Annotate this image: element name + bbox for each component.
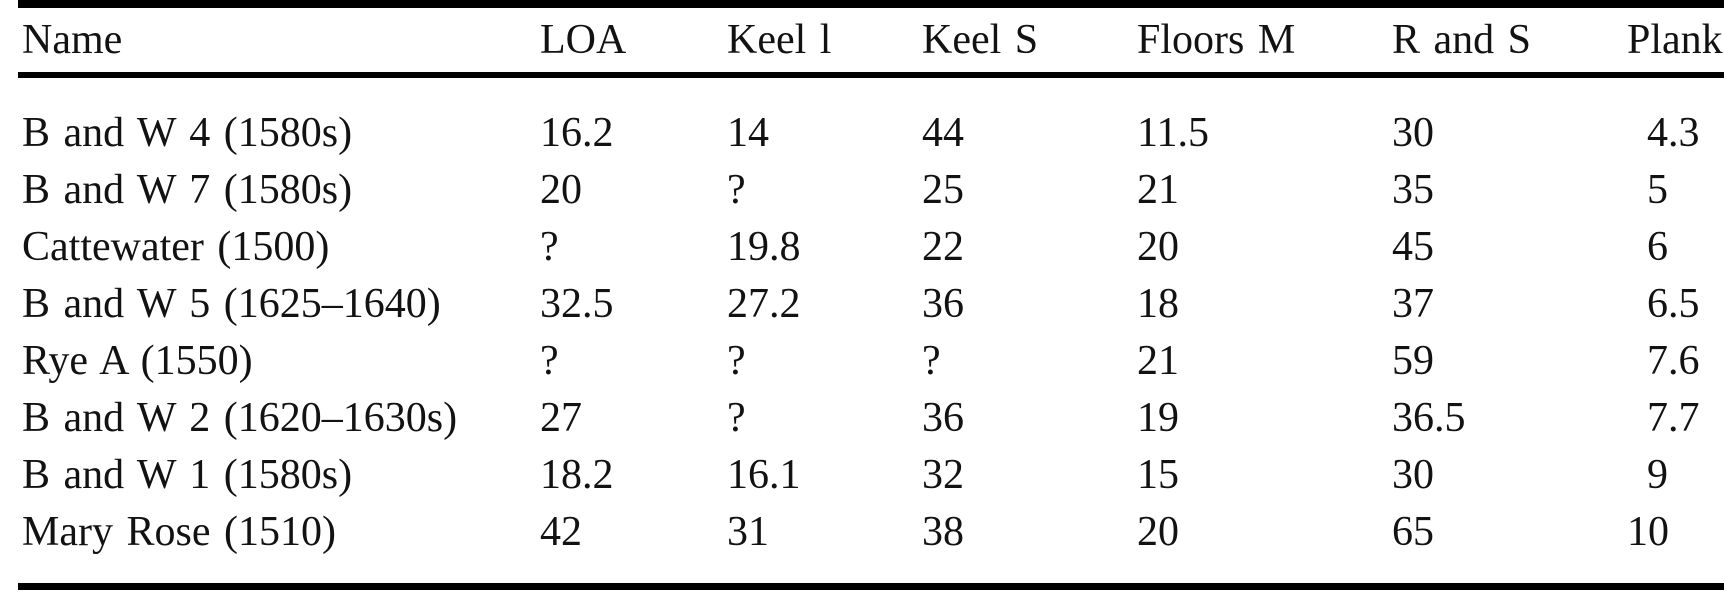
frac-part: .7 xyxy=(1668,395,1700,441)
cell-loa: ? xyxy=(540,338,559,384)
table-row: B and W 7 (1580s) 20 ? 25 21 35 5 xyxy=(22,162,1724,219)
cell-name: B and W 5 (1625–1640) xyxy=(22,281,441,327)
cell-name: B and W 1 (1580s) xyxy=(22,452,353,498)
cell-loa: 27 xyxy=(540,395,582,441)
cell-r-and-s: 37 xyxy=(1392,281,1434,327)
cell-planks: 6.5 xyxy=(1627,276,1724,333)
cell-floors-m: 20 xyxy=(1137,224,1179,270)
column-header-r-and-s: R and S xyxy=(1392,17,1532,63)
cell-r-and-s: 30 xyxy=(1392,110,1434,156)
cell-loa: ? xyxy=(540,224,559,270)
cell-keel-l: ? xyxy=(727,338,746,384)
cell-loa: 42 xyxy=(540,509,582,555)
cell-keel-s: 38 xyxy=(922,509,964,555)
cell-keel-l: 27.2 xyxy=(727,281,801,327)
table-rule-top xyxy=(18,0,1724,8)
cell-planks: 6 xyxy=(1627,219,1724,276)
column-header-name: Name xyxy=(22,17,123,63)
cell-name: B and W 7 (1580s) xyxy=(22,167,353,213)
cell-keel-l: 14 xyxy=(727,110,769,156)
cell-floors-m: 21 xyxy=(1137,167,1179,213)
int-part: 9 xyxy=(1647,452,1668,498)
cell-keel-s: 36 xyxy=(922,281,964,327)
cell-floors-m: 11.5 xyxy=(1137,110,1209,156)
cell-keel-s: 32 xyxy=(922,452,964,498)
column-header-keel-l: Keel l xyxy=(727,17,832,63)
ship-dimensions-table: Name LOA Keel l Keel S Floors M R and S … xyxy=(22,0,1724,561)
int-part: 4 xyxy=(1647,110,1668,156)
cell-name: B and W 4 (1580s) xyxy=(22,110,353,156)
cell-keel-s: 25 xyxy=(922,167,964,213)
column-header-loa: LOA xyxy=(540,17,627,63)
cell-loa: 20 xyxy=(540,167,582,213)
int-part: 6 xyxy=(1647,281,1668,327)
cell-keel-l: ? xyxy=(727,167,746,213)
header-row: Name LOA Keel l Keel S Floors M R and S … xyxy=(22,0,1724,69)
int-part: 5 xyxy=(1647,167,1668,213)
cell-r-and-s: 35 xyxy=(1392,167,1434,213)
cell-loa: 16.2 xyxy=(540,110,614,156)
cell-planks: 7.7 xyxy=(1627,390,1724,447)
cell-keel-l: 31 xyxy=(727,509,769,555)
cell-r-and-s: 30 xyxy=(1392,452,1434,498)
table-rule-header xyxy=(18,72,1724,78)
cell-planks: 7.6 xyxy=(1627,333,1724,390)
cell-name: Cattewater (1500) xyxy=(22,224,330,270)
cell-floors-m: 21 xyxy=(1137,338,1179,384)
int-part: 7 xyxy=(1647,395,1668,441)
cell-planks: 10 xyxy=(1627,504,1724,561)
cell-loa: 18.2 xyxy=(540,452,614,498)
cell-floors-m: 15 xyxy=(1137,452,1179,498)
cell-r-and-s: 36.5 xyxy=(1392,395,1466,441)
table-row: Rye A (1550) ? ? ? 21 59 7.6 xyxy=(22,333,1724,390)
int-part: 10 xyxy=(1627,509,1669,555)
table-row: Mary Rose (1510) 42 31 38 20 65 10 xyxy=(22,504,1724,561)
table-row: B and W 1 (1580s) 18.2 16.1 32 15 30 9 xyxy=(22,447,1724,504)
table-row: B and W 4 (1580s) 16.2 14 44 11.5 30 4.3 xyxy=(22,69,1724,162)
int-part: 6 xyxy=(1647,224,1668,270)
table-row: B and W 2 (1620–1630s) 27 ? 36 19 36.5 7… xyxy=(22,390,1724,447)
cell-keel-s: 22 xyxy=(922,224,964,270)
cell-r-and-s: 59 xyxy=(1392,338,1434,384)
cell-name: Rye A (1550) xyxy=(22,338,253,384)
cell-keel-l: ? xyxy=(727,395,746,441)
cell-r-and-s: 65 xyxy=(1392,509,1434,555)
cell-name: Mary Rose (1510) xyxy=(22,509,336,555)
cell-name: B and W 2 (1620–1630s) xyxy=(22,395,458,441)
table-rule-bottom xyxy=(18,583,1724,590)
cell-planks: 4.3 xyxy=(1627,69,1724,162)
table-row: Cattewater (1500) ? 19.8 22 20 45 6 xyxy=(22,219,1724,276)
cell-planks: 9 xyxy=(1627,447,1724,504)
column-header-keel-s: Keel S xyxy=(922,17,1039,63)
cell-r-and-s: 45 xyxy=(1392,224,1434,270)
cell-floors-m: 19 xyxy=(1137,395,1179,441)
table-row: B and W 5 (1625–1640) 32.5 27.2 36 18 37… xyxy=(22,276,1724,333)
cell-keel-l: 16.1 xyxy=(727,452,801,498)
frac-part: .5 xyxy=(1668,281,1700,327)
cell-floors-m: 18 xyxy=(1137,281,1179,327)
cell-keel-s: 36 xyxy=(922,395,964,441)
column-header-planks: Planks xyxy=(1627,17,1724,63)
frac-part: .3 xyxy=(1668,110,1700,156)
cell-keel-l: 19.8 xyxy=(727,224,801,270)
int-part: 7 xyxy=(1647,338,1668,384)
cell-floors-m: 20 xyxy=(1137,509,1179,555)
cell-keel-s: 44 xyxy=(922,110,964,156)
cell-loa: 32.5 xyxy=(540,281,614,327)
column-header-floors-m: Floors M xyxy=(1137,17,1296,63)
frac-part: .6 xyxy=(1668,338,1700,384)
cell-planks: 5 xyxy=(1627,162,1724,219)
cell-keel-s: ? xyxy=(922,338,941,384)
